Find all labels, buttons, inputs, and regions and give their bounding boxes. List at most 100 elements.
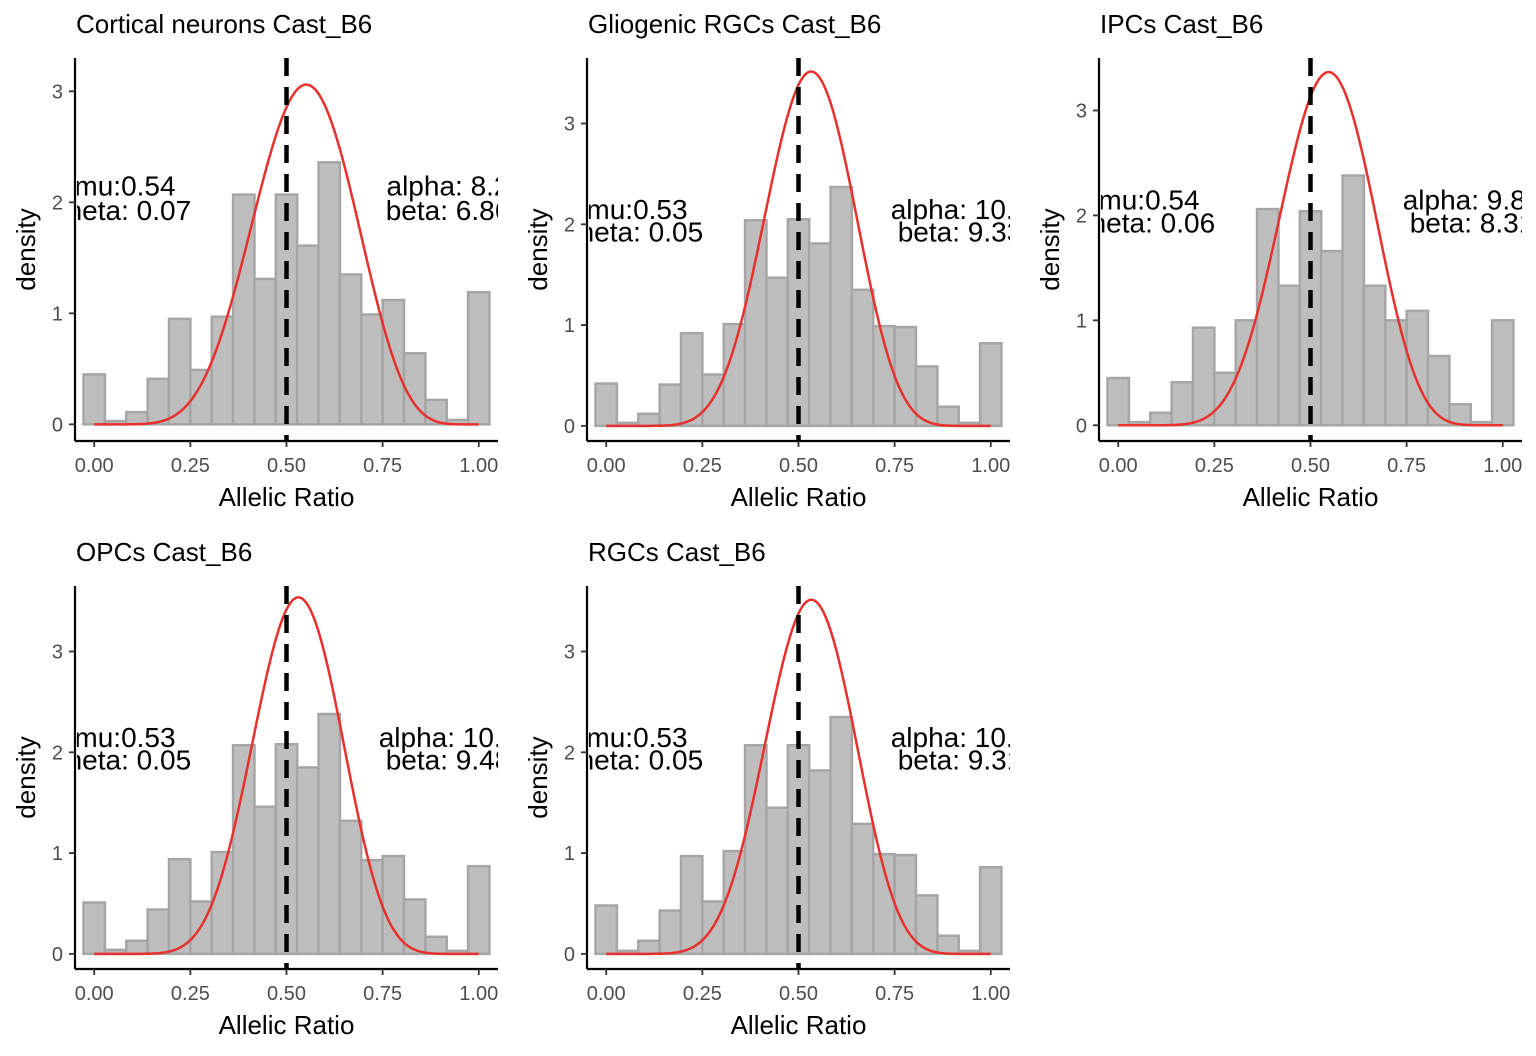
histogram-bar <box>402 898 427 956</box>
histogram-bar <box>1277 284 1302 427</box>
x-tick-label: 0.50 <box>267 455 306 477</box>
x-tick-label: 0.75 <box>363 983 402 1005</box>
histogram-bar <box>1170 380 1195 427</box>
x-tick-label: 0.50 <box>779 455 818 477</box>
histogram-bar <box>658 909 683 956</box>
x-axis-title: Allelic Ratio <box>731 1010 867 1040</box>
histogram-bar <box>1490 319 1515 427</box>
y-tick-label: 0 <box>564 944 575 966</box>
fitted-density-curve <box>94 83 479 426</box>
x-tick-label: 0.25 <box>683 455 722 477</box>
annotation-beta: beta: 6.86 <box>386 195 511 226</box>
annotation-beta: beta: 9.31 <box>898 744 1023 775</box>
histogram-bar <box>765 806 790 956</box>
y-tick-label: 2 <box>1076 205 1087 227</box>
y-tick-label: 0 <box>564 416 575 438</box>
x-tick-label: 0.75 <box>875 455 914 477</box>
histogram-bar <box>765 276 790 428</box>
y-axis-title: density <box>1035 208 1065 290</box>
histogram-bar <box>338 819 363 956</box>
histogram-bar <box>295 766 320 956</box>
histogram-bar <box>466 290 491 426</box>
annotation-theta: theta: 0.05 <box>59 744 191 775</box>
panel-title: Cortical neurons Cast_B6 <box>76 9 372 39</box>
x-tick-label: 0.75 <box>875 983 914 1005</box>
x-tick-label: 1.00 <box>459 983 498 1005</box>
annotation-theta: theta: 0.07 <box>59 195 191 226</box>
panel-title: OPCs Cast_B6 <box>76 537 252 567</box>
histogram-bar <box>125 410 149 426</box>
x-axis-title: Allelic Ratio <box>731 482 867 512</box>
annotation-alpha: alpha: 10.6 <box>379 722 518 753</box>
histogram-bar <box>658 383 683 428</box>
histogram-bar <box>743 743 768 956</box>
histogram-bar <box>1341 174 1366 427</box>
histogram-panel: RGCs Cast_B6 0.00 0.25 0.50 0.75 1.00 0 1 2 3 Alle… <box>523 537 1030 1040</box>
x-tick-label: 0.00 <box>587 983 626 1005</box>
histogram-bar <box>914 894 939 956</box>
x-axis-title: Allelic Ratio <box>1243 482 1379 512</box>
annotation-alpha: alpha: 10.5 <box>891 722 1030 753</box>
x-tick-label: 1.00 <box>971 455 1010 477</box>
y-tick-label: 1 <box>564 315 575 337</box>
histogram-bar <box>295 244 320 426</box>
histogram-bar <box>82 901 107 956</box>
y-tick-label: 1 <box>52 843 63 865</box>
histogram-bar <box>594 382 619 428</box>
annotation-beta: beta: 9.33 <box>898 216 1023 247</box>
annotation-mu: mu:0.53 <box>74 722 175 753</box>
histogram-bar <box>466 864 491 956</box>
annotation-beta: beta: 8.31 <box>1410 208 1535 239</box>
histogram-bar <box>936 934 960 956</box>
histogram-bar <box>637 939 661 956</box>
x-tick-label: 0.00 <box>587 455 626 477</box>
y-tick-label: 1 <box>1076 310 1087 332</box>
annotation-theta: theta: 0.05 <box>571 744 703 775</box>
histogram-bar <box>338 273 363 426</box>
y-tick-label: 0 <box>52 944 63 966</box>
fitted-density-curve <box>606 598 991 956</box>
y-axis-title: density <box>11 736 41 818</box>
x-tick-label: 0.00 <box>75 455 114 477</box>
histogram-bar <box>807 242 832 428</box>
histogram-bar <box>978 341 1003 428</box>
annotation-alpha: alpha: 9.83 <box>1403 185 1536 216</box>
histogram-bar <box>317 161 342 426</box>
x-tick-label: 0.75 <box>1387 455 1426 477</box>
histogram-bar <box>1405 309 1430 427</box>
histogram-bar <box>146 908 171 956</box>
histogram-bar <box>637 412 661 428</box>
annotation-mu: mu:0.53 <box>586 722 687 753</box>
histogram-bar <box>1149 411 1173 427</box>
annotation-mu: mu:0.53 <box>586 194 687 225</box>
histogram-bar <box>829 715 854 956</box>
annotation-beta: beta: 9.48 <box>386 744 511 775</box>
histogram-bar <box>210 850 235 956</box>
x-axis-title: Allelic Ratio <box>219 482 355 512</box>
histogram-bar <box>936 405 960 428</box>
x-tick-label: 1.00 <box>1483 455 1522 477</box>
y-tick-label: 2 <box>564 742 575 764</box>
annotation-alpha: alpha: 10.5 <box>891 194 1030 225</box>
histogram-bar <box>360 313 384 426</box>
histogram-panel: Gliogenic RGCs Cast_B6 0.00 0.25 0.50 0.75 1.… <box>523 9 1030 512</box>
histogram-bar <box>82 373 107 426</box>
histogram-bar <box>424 935 448 956</box>
histogram-bar <box>1426 354 1451 427</box>
histogram-bar <box>1319 249 1344 427</box>
y-axis-title: density <box>11 208 41 290</box>
annotation-theta: theta: 0.05 <box>571 216 703 247</box>
histogram-bar <box>125 939 149 956</box>
y-tick-label: 2 <box>564 214 575 236</box>
histogram-bar <box>850 822 875 956</box>
histogram-bar <box>743 219 768 428</box>
x-tick-label: 0.00 <box>1099 455 1138 477</box>
x-tick-label: 0.25 <box>683 983 722 1005</box>
histogram-bar <box>231 743 256 956</box>
histogram-bar <box>167 317 192 426</box>
